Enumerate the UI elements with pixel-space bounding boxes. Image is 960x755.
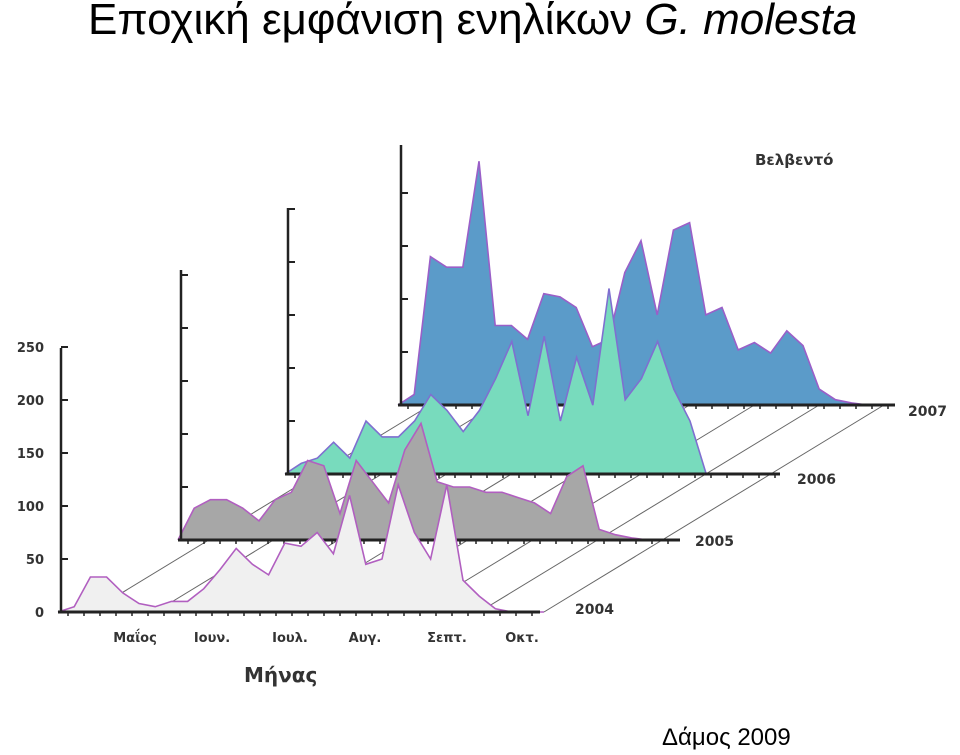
y-tick-label: 50 <box>26 553 44 568</box>
location-label: Βελβεντό <box>755 151 833 169</box>
series-line-2005 <box>177 421 664 541</box>
series-line-2004 <box>57 481 544 613</box>
chart: 2007 2006 2005 2004 0 50 100 150 200 250 Μαΐος Ιου… <box>17 145 947 687</box>
series-label-2004: 2004 <box>575 602 614 618</box>
series-area-2006 <box>285 288 771 474</box>
series-label-2005: 2005 <box>695 534 734 550</box>
x-tick-label: Ιουλ. <box>272 631 308 646</box>
series-line-2006 <box>284 288 771 475</box>
x-tick-label: Μαΐος <box>113 629 157 646</box>
x-tick-label: Σεπτ. <box>427 631 467 646</box>
title-species: G. molesta <box>644 0 858 44</box>
x-axis-title: Μήνας <box>244 663 317 687</box>
series-label-2006: 2006 <box>797 472 836 488</box>
series-area-2005 <box>178 423 664 540</box>
series-label-2007: 2007 <box>908 404 947 420</box>
depth-guide-line <box>543 404 885 613</box>
y-tick-label: 200 <box>17 394 44 409</box>
series-line-2007 <box>397 161 884 406</box>
series-area-2007 <box>398 161 884 405</box>
series-layers: 2007 2006 2005 2004 <box>57 145 947 618</box>
x-tick-label: Ιουν. <box>194 631 230 646</box>
y-tick-label: 0 <box>35 606 44 621</box>
y-tick-label: 150 <box>17 447 44 462</box>
depth-guide-line <box>478 404 820 613</box>
x-tick-label: Οκτ. <box>505 631 539 646</box>
page-title: Εποχική εμφάνιση ενηλίκων G. molesta <box>88 0 857 44</box>
axes: 0 50 100 150 200 250 Μαΐος Ιουν. Ιουλ. Αυγ. Σεπτ. Ο… <box>17 341 539 646</box>
credit-text: Δάμος 2009 <box>662 724 791 751</box>
y-tick-label: 250 <box>17 341 44 356</box>
y-tick-label: 100 <box>17 500 44 515</box>
series-area-2004 <box>58 484 544 612</box>
title-main: Εποχική εμφάνιση ενηλίκων <box>88 0 633 44</box>
x-tick-label: Αυγ. <box>349 631 382 646</box>
